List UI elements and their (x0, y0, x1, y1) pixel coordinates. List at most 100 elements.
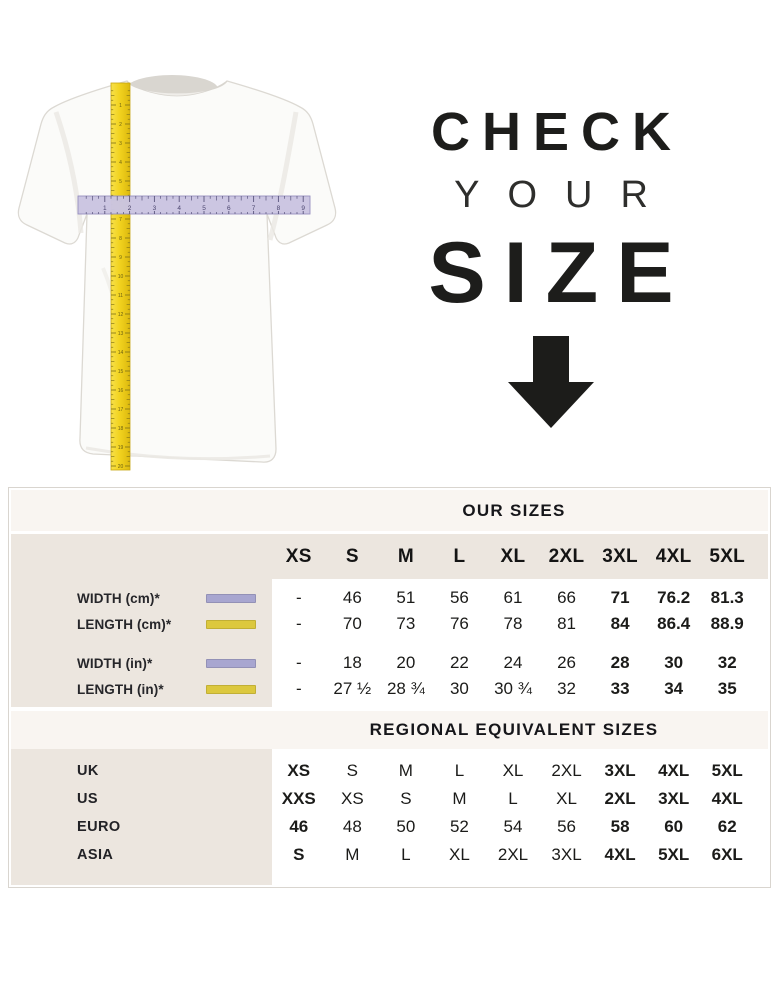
regional-labels-panel: UK US EURO ASIA (11, 749, 272, 885)
horizontal-ruler-icon: 1 2 3 4 5 6 7 8 9 (77, 195, 311, 215)
svg-text:13: 13 (118, 331, 124, 337)
size-cell: 26 (557, 653, 576, 672)
size-cell: 4XL (711, 789, 743, 808)
size-cell: 61 (503, 588, 523, 607)
svg-text:19: 19 (118, 445, 124, 451)
size-cell: 52 (449, 817, 469, 836)
size-cell: 76 (449, 614, 469, 633)
measurement-label: WIDTH (in)* (77, 655, 153, 671)
measurements-section: WIDTH (cm)* LENGTH (cm)* WIDTH (in)* LENGTH… (11, 579, 768, 707)
table-row: S M L XL 2XL 3XL 4XL 5XL 6XL (272, 841, 754, 869)
our-sizes-header-band: OUR SIZES (11, 490, 768, 531)
size-column-header: 5XL (709, 545, 746, 567)
size-cell: 58 (610, 817, 630, 836)
size-cell: 46 (342, 588, 362, 607)
region-label: US (77, 791, 98, 807)
heading-your: YOUR (454, 174, 676, 216)
heading-size: SIZE (428, 225, 692, 321)
our-sizes-title: OUR SIZES (462, 500, 566, 520)
size-cell: - (295, 614, 302, 633)
size-cell: 71 (610, 588, 630, 607)
svg-text:7: 7 (252, 205, 256, 212)
size-cell: 48 (342, 817, 362, 836)
size-cell: 46 (289, 817, 309, 836)
svg-text:5: 5 (202, 205, 206, 212)
size-cell: 3XL (604, 761, 636, 780)
size-cell: L (508, 789, 518, 808)
measurement-label: WIDTH (cm)* (77, 590, 160, 606)
size-cell: - (295, 653, 302, 672)
length-legend-bar-icon (206, 619, 256, 629)
measurement-label: LENGTH (in)* (77, 681, 164, 697)
size-cell: 20 (396, 653, 416, 672)
svg-text:2: 2 (128, 205, 132, 212)
size-cell: 3XL (551, 845, 582, 864)
size-column-header: XL (500, 545, 526, 567)
regional-sizes-header-band: REGIONAL EQUIVALENT SIZES (11, 711, 768, 749)
width-legend-bar-icon (206, 658, 256, 668)
size-cell: 56 (557, 817, 576, 836)
size-cell: 6XL (711, 845, 743, 864)
size-cell: 3XL (658, 789, 690, 808)
size-cell: 34 (664, 679, 684, 698)
size-cell: XS (340, 789, 364, 808)
size-column-header: XS (285, 545, 312, 567)
size-chart-card: OUR SIZES XS S M L XL 2XL 3XL 4XL 5XL WIDTH (cm)… (8, 487, 771, 888)
size-cell: S (400, 789, 412, 808)
svg-text:2: 2 (119, 122, 122, 128)
size-column-header: 3XL (602, 545, 638, 567)
region-row-label: US (77, 785, 272, 813)
row-group-gap (77, 637, 272, 650)
hero-heading: CHECK YOUR SIZE (392, 102, 710, 428)
svg-text:16: 16 (118, 388, 124, 394)
size-cell: 32 (557, 679, 576, 698)
size-cell: 84 (610, 614, 630, 633)
size-cell: M (452, 789, 467, 808)
row-group-gap (272, 637, 754, 650)
table-row: - 18 20 22 24 26 28 30 32 (272, 650, 754, 676)
heading-check: CHECK (430, 102, 683, 162)
size-cell: 50 (396, 817, 416, 836)
svg-text:1: 1 (119, 103, 122, 109)
region-row-label: ASIA (77, 841, 272, 869)
region-label: EURO (77, 819, 121, 835)
size-cell: 70 (342, 614, 362, 633)
regional-sizes-title: REGIONAL EQUIVALENT SIZES (369, 720, 659, 739)
size-cell: 5XL (711, 761, 743, 780)
table-row: XS S M L XL 2XL 3XL 4XL 5XL (272, 757, 754, 785)
size-cell: 62 (717, 817, 737, 836)
size-cell: 56 (449, 588, 469, 607)
svg-text:14: 14 (118, 350, 124, 356)
size-column-header: 2XL (548, 545, 585, 567)
size-cell: XL (449, 845, 470, 864)
table-row: - 27 ½ 28 ¾ 30 30 ¾ 32 33 34 35 (272, 676, 754, 702)
svg-text:17: 17 (118, 407, 124, 413)
tshirt-collar (126, 80, 228, 97)
size-cell: M (398, 761, 413, 780)
svg-text:4: 4 (119, 160, 122, 166)
vertical-tape-icon: 1234567891011121314151617181920 (110, 82, 131, 471)
size-cell: 30 ¾ (494, 679, 532, 698)
size-cell: 54 (503, 817, 523, 836)
size-cell: 81 (557, 614, 576, 633)
size-columns: XS S M L XL 2XL 3XL 4XL 5XL (272, 546, 768, 568)
svg-text:9: 9 (119, 255, 122, 261)
measurement-labels-panel: WIDTH (cm)* LENGTH (cm)* WIDTH (in)* LENGTH… (11, 579, 272, 707)
size-cell: - (295, 679, 302, 698)
regional-section: UK US EURO ASIA XS S M L XL 2XL 3XL 4XL 5XL XXS XS S M L… (11, 749, 768, 885)
size-cell: L (401, 845, 411, 864)
size-cell: 18 (342, 653, 362, 672)
table-row: XXS XS S M L XL 2XL 3XL 4XL (272, 785, 754, 813)
table-row: - 46 51 56 61 66 71 76.2 81.3 (272, 585, 754, 611)
svg-text:9: 9 (301, 205, 305, 212)
svg-text:12: 12 (118, 312, 124, 318)
size-cell: 51 (396, 588, 416, 607)
size-cell: 28 ¾ (386, 679, 425, 698)
svg-text:4: 4 (177, 205, 181, 212)
size-cell: 2XL (551, 761, 582, 780)
size-cell: 2XL (497, 845, 529, 864)
svg-text:20: 20 (118, 464, 124, 470)
measurement-row-label: WIDTH (cm)* (77, 585, 272, 611)
size-column-header: S (345, 545, 359, 567)
size-cell: 2XL (604, 789, 636, 808)
